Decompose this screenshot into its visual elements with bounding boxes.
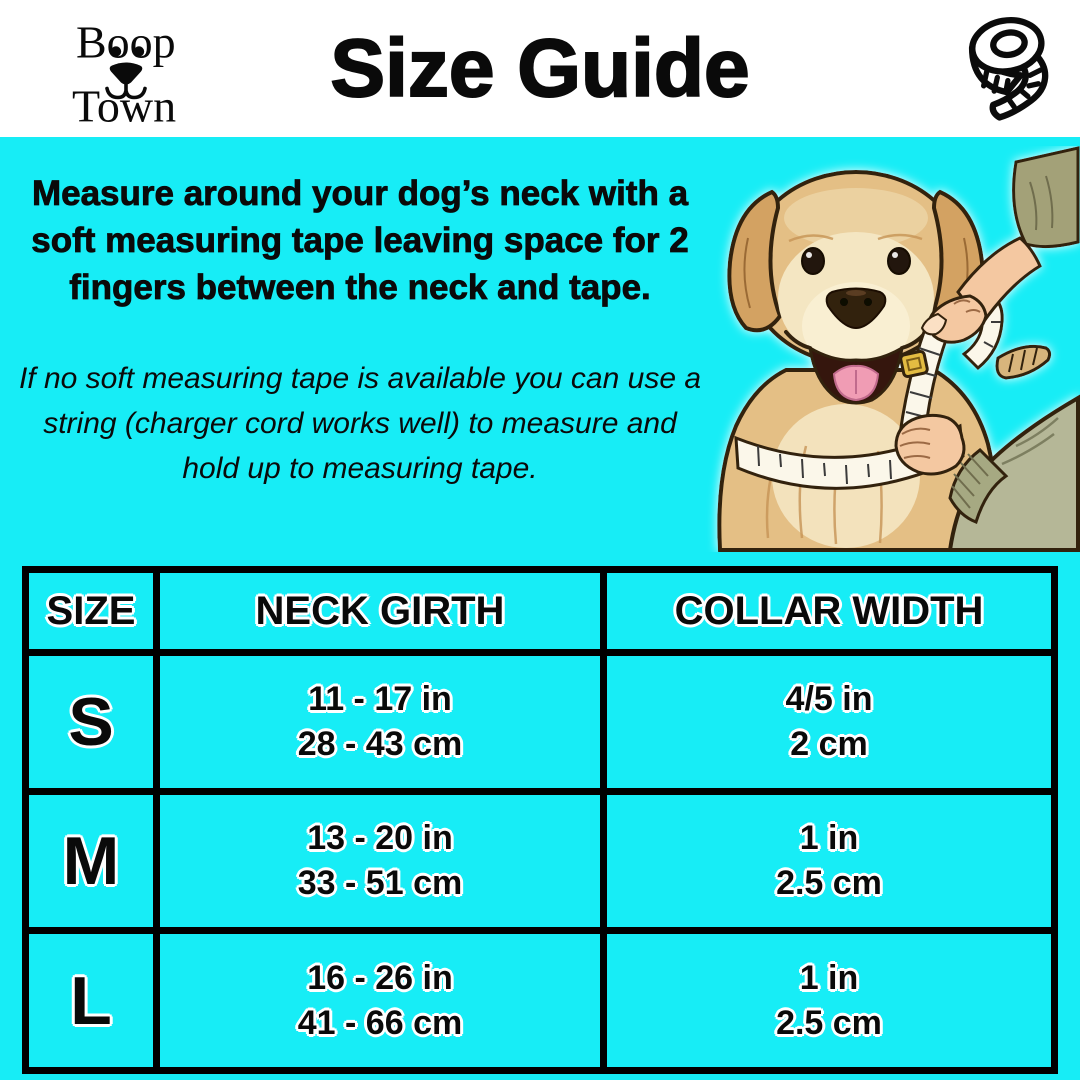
logo-line2: Town [72,81,176,131]
table-row-m-neck-girth: 13 - 20 in 33 - 51 cm [160,795,600,927]
tip-line: string (charger cord works well) to meas… [43,407,677,440]
tip-line: hold up to measuring tape. [182,452,538,485]
tape-end-buckle [899,349,929,379]
header-bar: Boop Town Size Guide [0,0,1080,137]
tip-line: If no soft measuring tape is available y… [18,362,702,395]
measuring-instructions: Measure around your dog’s neck with a so… [10,170,710,311]
table-row-s-neck-girth: 11 - 17 in 28 - 43 cm [160,656,600,788]
dog-head [727,170,985,405]
dog-nose [825,287,887,329]
coiled-tape [995,344,1052,380]
size-table: SIZE NECK GIRTH COLLAR WIDTH S 11 - 17 i… [22,566,1058,1074]
instruction-line: Measure around your dog’s neck with a [31,174,689,214]
lower-hand [894,394,1080,552]
logo-line1: Boop [76,17,176,68]
table-header-neck-girth: NECK GIRTH [160,573,600,649]
sleeve-cuff [948,448,1009,524]
logo-dog-nose-icon [105,62,147,100]
table-row-m-size: M [29,795,153,927]
table-row-s-collar-width: 4/5 in 2 cm [607,656,1051,788]
logo-eye-right-icon [133,46,145,57]
table-header-collar-width: COLLAR WIDTH [607,573,1051,649]
instruction-line: soft measuring tape leaving space for 2 [31,221,689,261]
table-row-l-collar-width: 1 in 2.5 cm [607,934,1051,1067]
upper-hand [920,146,1080,344]
table-row-l-size: L [29,934,153,1067]
table-header-size: SIZE [29,573,153,649]
upper-sleeve [1012,146,1080,249]
table-row-s-size: S [29,656,153,788]
dog-measurement-illustration [717,146,1080,552]
logo-eye-left-icon [110,46,122,57]
table-row-m-collar-width: 1 in 2.5 cm [607,795,1051,927]
alternative-tip: If no soft measuring tape is available y… [10,356,710,491]
measuring-tape-icon [968,17,1049,121]
brand-logo: Boop Town [72,17,176,131]
table-row-l-neck-girth: 16 - 26 in 41 - 66 cm [160,934,600,1067]
dog-mouth [784,330,928,405]
dog-ear-left [727,189,783,333]
dog-eyes [801,247,911,275]
page-title: Size Guide [329,22,750,115]
instruction-line: fingers between the neck and tape. [69,268,651,308]
